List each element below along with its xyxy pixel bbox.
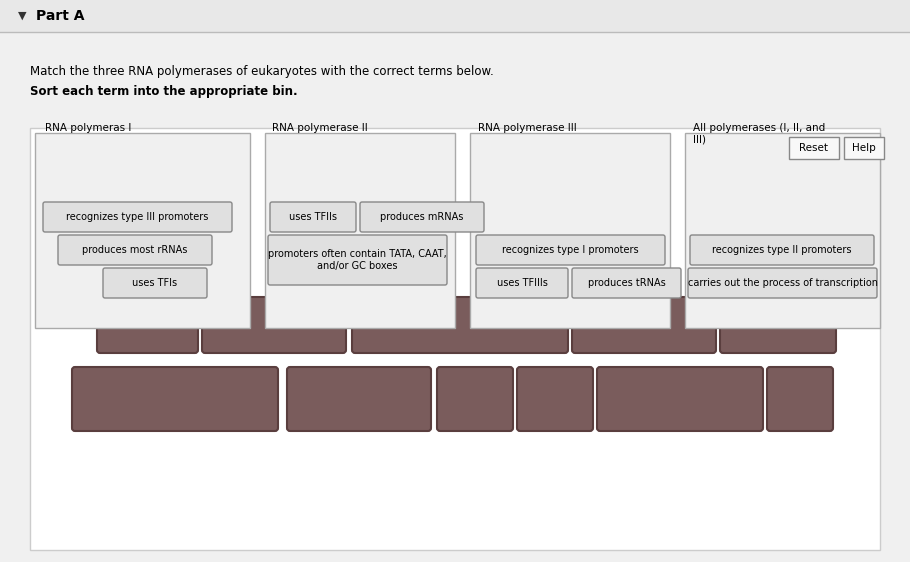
FancyBboxPatch shape [572,268,681,298]
FancyBboxPatch shape [270,202,356,232]
Text: All polymerases (I, II, and
III): All polymerases (I, II, and III) [693,123,825,144]
FancyBboxPatch shape [0,0,910,32]
FancyBboxPatch shape [517,367,593,431]
Text: Part A: Part A [36,9,85,23]
Text: produces mRNAs: produces mRNAs [380,212,464,222]
FancyBboxPatch shape [103,268,207,298]
FancyBboxPatch shape [58,235,212,265]
FancyBboxPatch shape [470,133,670,328]
Text: promoters often contain TATA, CAAT,
and/or GC boxes: promoters often contain TATA, CAAT, and/… [268,249,447,271]
FancyBboxPatch shape [476,235,665,265]
FancyBboxPatch shape [287,367,431,431]
Text: produces tRNAs: produces tRNAs [588,278,665,288]
Text: recognizes type III promoters: recognizes type III promoters [66,212,208,222]
Text: RNA polymerase II: RNA polymerase II [272,123,368,133]
Text: ▼: ▼ [18,11,26,21]
FancyBboxPatch shape [597,367,763,431]
Text: RNA polymeras I: RNA polymeras I [45,123,131,133]
Text: Reset: Reset [800,143,828,153]
FancyBboxPatch shape [202,297,346,353]
FancyBboxPatch shape [720,297,836,353]
FancyBboxPatch shape [437,367,513,431]
FancyBboxPatch shape [688,268,877,298]
FancyBboxPatch shape [268,235,447,285]
FancyBboxPatch shape [43,202,232,232]
FancyBboxPatch shape [767,367,833,431]
FancyBboxPatch shape [360,202,484,232]
Text: recognizes type I promoters: recognizes type I promoters [502,245,639,255]
FancyBboxPatch shape [35,133,250,328]
FancyBboxPatch shape [685,133,880,328]
Text: recognizes type II promoters: recognizes type II promoters [713,245,852,255]
FancyBboxPatch shape [72,367,278,431]
Text: produces most rRNAs: produces most rRNAs [82,245,187,255]
FancyBboxPatch shape [265,133,455,328]
Text: Sort each term into the appropriate bin.: Sort each term into the appropriate bin. [30,85,298,98]
Text: RNA polymerase III: RNA polymerase III [478,123,577,133]
FancyBboxPatch shape [97,297,198,353]
FancyBboxPatch shape [690,235,874,265]
Text: Match the three RNA polymerases of eukaryotes with the correct terms below.: Match the three RNA polymerases of eukar… [30,65,494,78]
Text: uses TFIIs: uses TFIIs [289,212,337,222]
Text: uses TFIs: uses TFIs [133,278,177,288]
FancyBboxPatch shape [352,297,568,353]
FancyBboxPatch shape [789,137,839,159]
FancyBboxPatch shape [844,137,884,159]
Text: uses TFIIIs: uses TFIIIs [497,278,548,288]
Text: Help: Help [852,143,875,153]
FancyBboxPatch shape [572,297,716,353]
FancyBboxPatch shape [30,128,880,550]
FancyBboxPatch shape [476,268,568,298]
Text: carries out the process of transcription: carries out the process of transcription [687,278,877,288]
